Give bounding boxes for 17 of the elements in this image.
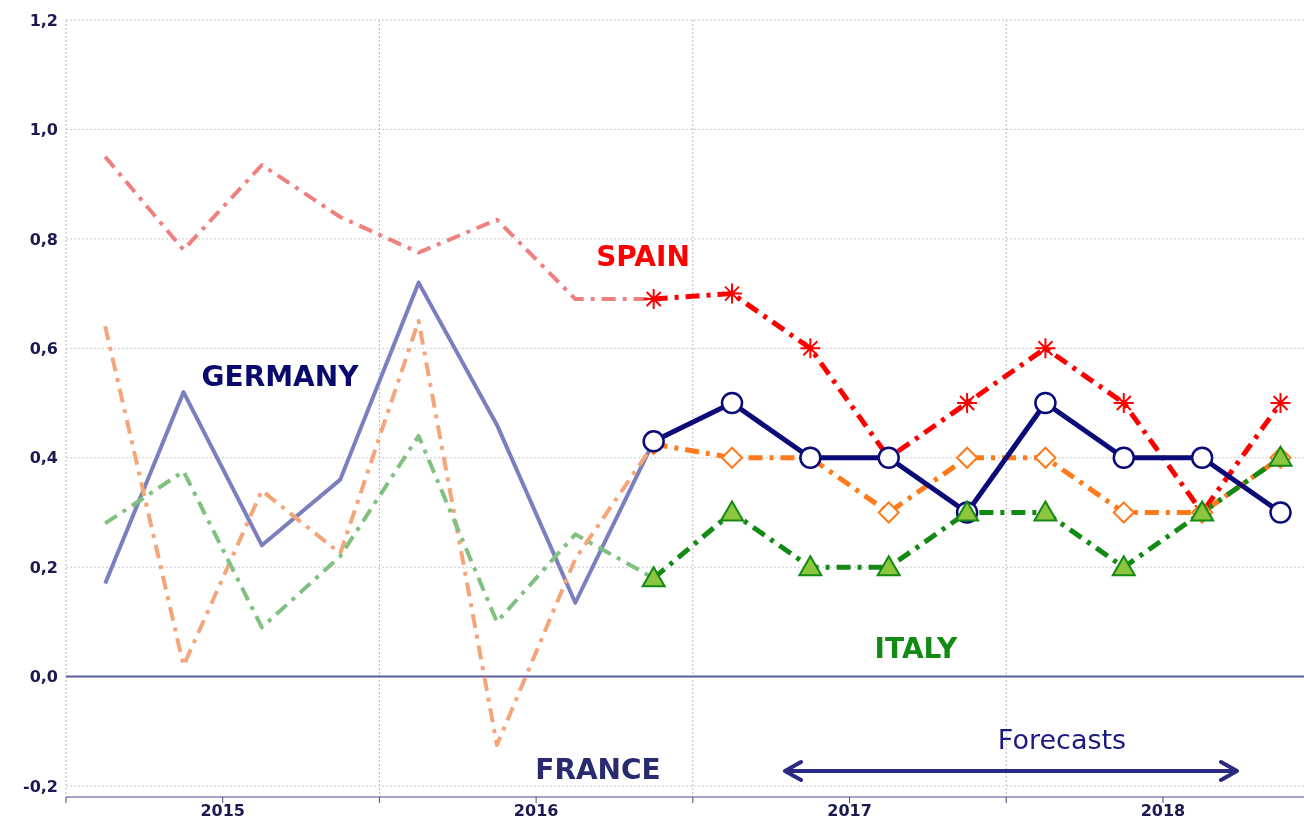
y-tick-label: -0,2	[23, 776, 58, 796]
annotation: GERMANY	[201, 360, 360, 393]
y-tick-label: 0,0	[29, 667, 58, 687]
annotation: SPAIN	[596, 240, 690, 273]
y-tick-label: 0,4	[29, 448, 58, 468]
y-tick-label: 0,8	[29, 229, 58, 249]
y-tick-label: 1,0	[29, 120, 58, 140]
x-tick-label: 2018	[1140, 801, 1186, 821]
x-tick-label: 2015	[200, 801, 245, 821]
x-tick-label: 2017	[827, 801, 872, 821]
y-tick-label: 0,6	[29, 338, 58, 358]
annotation: Forecasts	[997, 723, 1127, 755]
y-tick-label: 0,2	[29, 557, 58, 577]
x-tick-label: 2016	[513, 801, 559, 821]
y-tick-label: 1,2	[29, 10, 58, 30]
annotation: FRANCE	[535, 753, 661, 786]
annotation: ITALY	[874, 632, 959, 665]
